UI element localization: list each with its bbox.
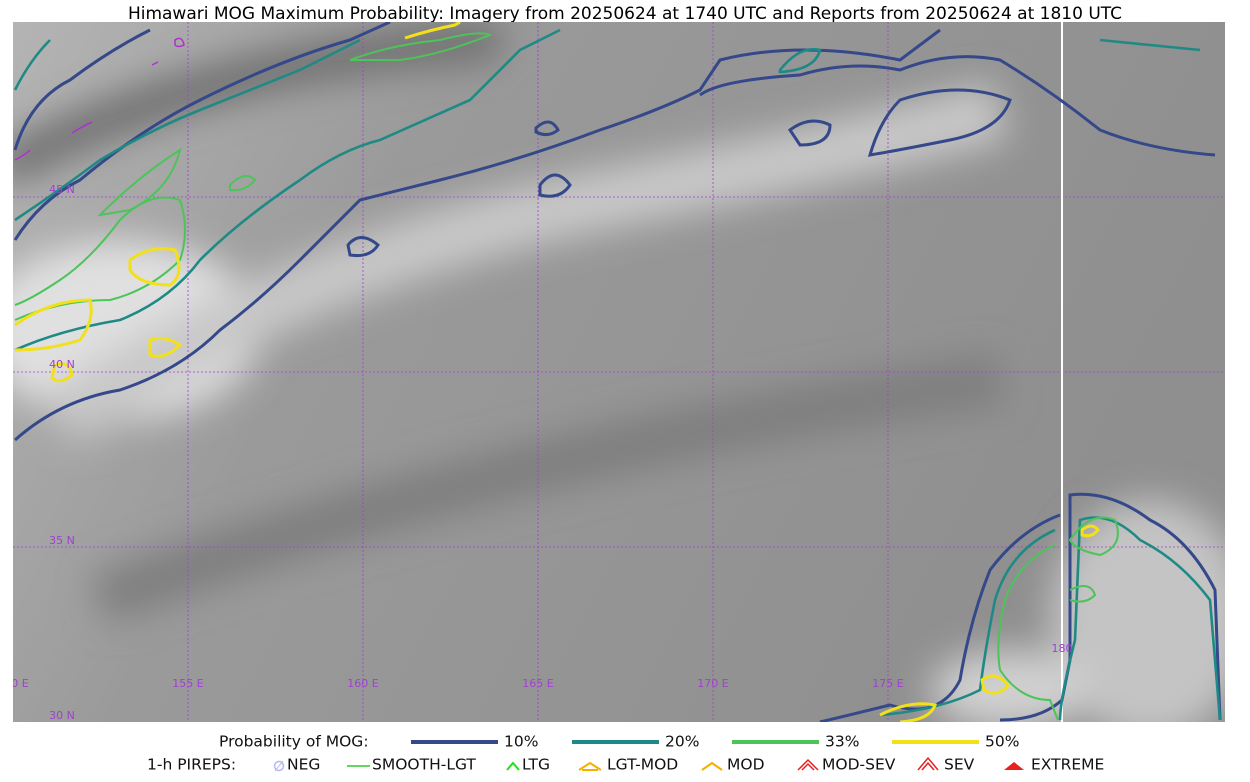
cloud-bands xyxy=(13,22,1225,722)
legend-label: MOD xyxy=(727,756,765,774)
lon-label: 175 E xyxy=(872,677,903,690)
lon-label: 180 xyxy=(1052,642,1073,655)
legend-label: LTG xyxy=(522,756,550,774)
legend-title: Probability of MOG: xyxy=(219,733,369,751)
map: 150 E 155 E 160 E 165 E 170 E 175 E 180 … xyxy=(0,22,1225,722)
legend-label: SEV xyxy=(944,756,975,774)
lon-label: 160 E xyxy=(347,677,378,690)
legend-label: 10% xyxy=(504,733,538,751)
legend-label: MOD-SEV xyxy=(822,756,896,774)
mog-contours xyxy=(13,22,1222,722)
lon-label: 170 E xyxy=(697,677,728,690)
title: Himawari MOG Maximum Probability: Imager… xyxy=(128,4,1122,24)
legend-label: EXTREME xyxy=(1031,756,1104,774)
lon-label: 155 E xyxy=(172,677,203,690)
legend-label: LGT-MOD xyxy=(607,756,678,774)
lon-label: 165 E xyxy=(522,677,553,690)
legend-title: 1-h PIREPS: xyxy=(147,756,236,774)
lon-label: 150 E xyxy=(0,677,29,690)
pirep-legend: 1-h PIREPS: NEG SMOOTH-LGT LTG LGT-MOD M… xyxy=(147,756,1104,774)
legend-label: SMOOTH-LGT xyxy=(372,756,476,774)
lat-label: 45 N xyxy=(49,183,75,196)
lat-label: 30 N xyxy=(49,709,75,722)
legend-label: NEG xyxy=(287,756,320,774)
legend-label: 50% xyxy=(985,733,1019,751)
lat-label: 40 N xyxy=(49,358,75,371)
legend-label: 33% xyxy=(825,733,859,751)
graticule xyxy=(13,22,1225,722)
probability-legend: Probability of MOG: 10% 20% 33% 50% xyxy=(219,733,1019,751)
legend-label: 20% xyxy=(665,733,699,751)
lat-label: 35 N xyxy=(49,534,75,547)
